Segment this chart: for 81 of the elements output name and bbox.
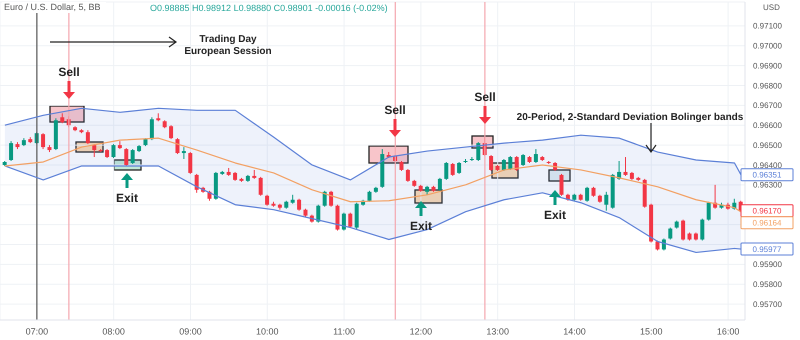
y-tick-label: 0.95700 [753,300,782,309]
annotation: 0.96170 [752,206,782,216]
candlestick [585,186,590,202]
candlestick [86,130,90,145]
y-tick-label: 0.96700 [753,101,782,110]
annotation: Exit [410,219,432,233]
candlestick [111,144,116,159]
candlestick [194,173,199,194]
candlestick [624,156,628,176]
y-axis-title: USD [763,3,780,12]
candlestick [92,144,96,158]
candlestick [444,161,448,180]
annotation: Trading Day European Session [184,34,272,57]
candlestick [559,173,564,196]
y-tick-label: 0.96600 [753,121,782,130]
x-tick-label: 14:00 [563,326,586,336]
candlestick [399,160,404,172]
candlestick [169,124,174,140]
y-tick-label: 0.96500 [753,140,782,150]
candlestick [124,148,128,166]
candlestick [60,112,64,124]
y-tick-label: 0.96400 [753,160,782,170]
candlestick [681,219,686,241]
annotation: Sell [58,65,80,79]
candlestick [335,204,340,232]
y-tick-label: 0.96300 [753,180,782,190]
candlestick [668,227,672,240]
candlestick [521,154,526,166]
y-tick-label: 0.96800 [753,81,782,90]
x-tick-label: 08:00 [102,326,125,336]
candlestick [354,202,359,230]
candlestick [348,212,352,228]
candlestick [265,194,270,206]
candlestick [406,168,410,182]
x-tick-label: 13:00 [486,326,509,336]
x-tick-label: 07:00 [26,326,48,336]
x-tick-label: 11:00 [333,326,356,336]
data-label: 0.95977 [752,245,782,254]
candlestick [700,218,704,241]
y-tick-label: 0.97100 [753,22,782,31]
annotation: 20-Period, 2-Standard Deviation Bolinger bands [516,112,744,123]
chart-title: Euro / U.S. Dollar, 5, BB [2,2,106,13]
y-tick-label: 0.96900 [753,61,782,70]
x-tick-label: 09:00 [179,326,202,336]
candlestick [182,146,186,160]
candlestick [41,132,46,150]
candlestick [591,186,596,198]
candlestick [188,152,192,174]
x-tick-label: 12:00 [410,326,432,336]
x-tick-label: 16:00 [716,326,740,336]
candlestick [150,116,154,141]
candlestick [489,154,494,172]
annotation: Sell [384,103,406,117]
candlestick [457,161,462,174]
x-tick-label: 10:00 [256,326,279,336]
y-tick-label: 0.95800 [753,280,782,290]
chart-subtitle: O0.98885 H0.98912 L0.98880 C0.98901 -0.00016 (-0.02%) [150,3,388,13]
y-tick-label: 0.95900 [753,260,782,270]
annotation: Exit [544,208,566,222]
candlestick [508,156,512,170]
candlestick [450,162,455,176]
candlestick [604,191,608,212]
annotation: Exit [116,191,138,205]
candlestick [297,198,302,212]
candlestick [438,177,442,192]
data-label: 0.96164 [752,218,782,228]
candlestick [130,148,135,164]
candlestick [342,212,346,232]
candlestick [175,138,180,155]
data-label: 0.96351 [752,170,782,180]
y-tick-label: 0.97000 [753,42,782,51]
candlestick [502,158,506,172]
candlestick [656,240,660,251]
annotation: Sell [474,90,496,104]
candlestick [706,201,711,222]
x-tick-label: 15:00 [640,326,663,336]
candlestick [258,176,263,196]
candlestick [534,148,538,164]
candlestick [9,140,14,162]
candlestick [514,156,519,172]
candlestick [316,204,320,224]
